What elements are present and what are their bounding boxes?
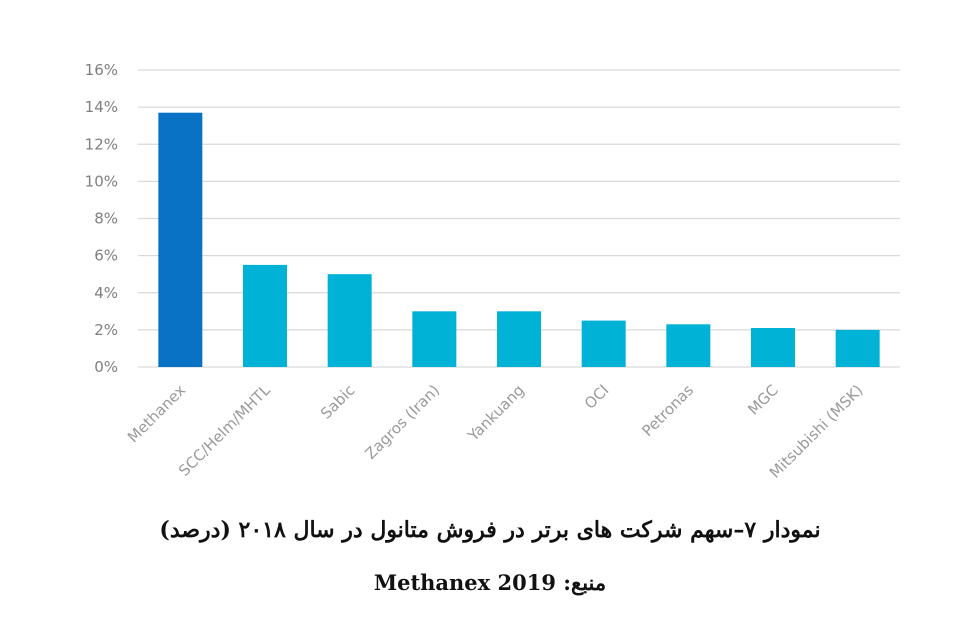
x-category-label: Sabic xyxy=(317,381,358,422)
x-category-label: MGC xyxy=(744,381,782,419)
y-tick-label: 8% xyxy=(94,210,118,228)
x-category-label: Mitsubishi (MSK) xyxy=(766,381,867,482)
bar xyxy=(497,311,541,367)
y-tick-label: 6% xyxy=(94,247,118,265)
y-tick-label: 14% xyxy=(85,98,118,116)
x-category-label: SCC/Helm/MHTL xyxy=(175,381,274,480)
bar xyxy=(158,112,203,367)
x-category-label: OCI xyxy=(581,381,613,413)
bar xyxy=(327,274,372,367)
y-tick-label: 0% xyxy=(94,358,118,376)
x-category-label: Petronas xyxy=(638,381,697,440)
bar xyxy=(835,329,880,367)
chart-caption-source: منبع: Methanex 2019 xyxy=(373,570,607,595)
y-tick-label: 12% xyxy=(85,135,118,153)
bar-chart: 0% 2% 4% 6% 8% 10% 12% 14% 16% MethanexSCC/Helm/… xyxy=(85,61,900,482)
y-tick-label: 10% xyxy=(85,172,118,190)
bars xyxy=(158,112,880,367)
y-tick-label: 2% xyxy=(94,321,118,339)
chart-caption-title: نمودار ۷–سهم شرکت های برتر در فروش متانو… xyxy=(159,517,821,543)
bar xyxy=(666,324,711,367)
y-tick-label: 4% xyxy=(94,284,118,302)
x-category-label: Yankuang xyxy=(464,381,528,445)
y-axis-ticks: 0% 2% 4% 6% 8% 10% 12% 14% 16% xyxy=(85,61,118,376)
x-category-label: Zagros (Iran) xyxy=(361,381,443,463)
bar xyxy=(412,311,457,367)
bar xyxy=(581,320,626,367)
bar xyxy=(243,264,287,367)
bar xyxy=(751,328,795,367)
x-category-label: Methanex xyxy=(124,381,189,446)
y-tick-label: 16% xyxy=(85,61,118,79)
